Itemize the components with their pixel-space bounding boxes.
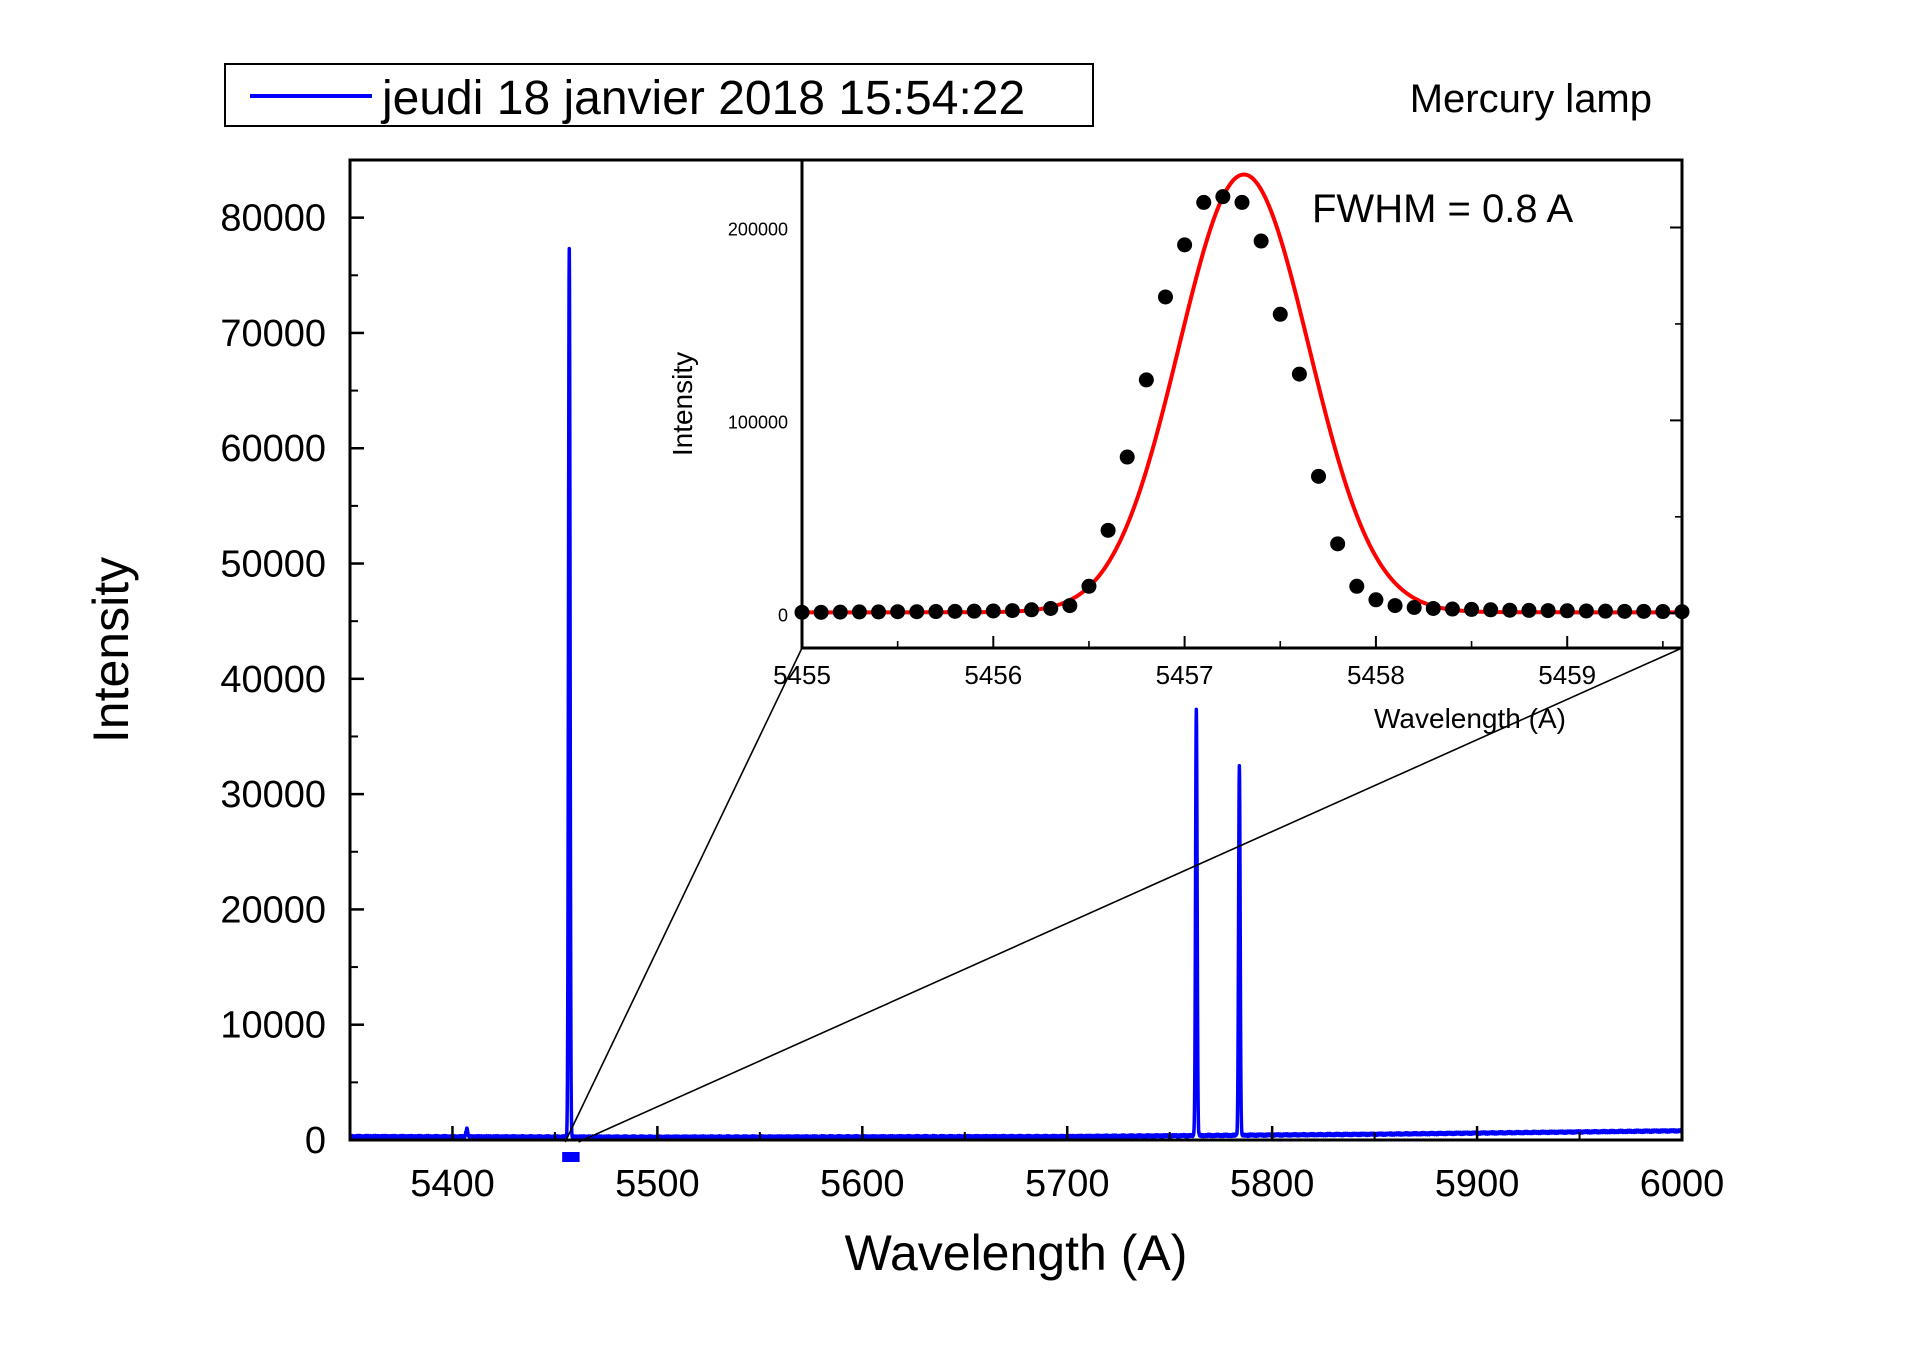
y-tick-label-10000: 10000 (220, 1005, 326, 1047)
inset-data-point (1157, 289, 1173, 305)
inset-data-point (832, 604, 848, 620)
inset-frame-border (800, 158, 1684, 650)
inset-y-tick-label-0: 0 (778, 605, 788, 625)
inset-data-point (909, 604, 925, 620)
inset-x-axis-label: Wavelength (A) (1374, 703, 1566, 734)
x-tick-label-5400: 5400 (410, 1163, 495, 1205)
inset-data-point (1215, 189, 1231, 205)
x-tick-label-5800: 5800 (1230, 1163, 1315, 1205)
y-tick-label-60000: 60000 (220, 428, 326, 470)
inset-x-tick-label-5455: 5455 (773, 660, 831, 690)
inset-x-tick-label-5457: 5457 (1156, 660, 1214, 690)
inset-data-point (1349, 578, 1365, 594)
inset-data-point (871, 604, 887, 620)
inset-data-point (1636, 603, 1652, 619)
inset-x-tick-label-5459: 5459 (1538, 660, 1596, 690)
inset-x-tick-label-5458: 5458 (1347, 660, 1405, 690)
inset-data-point (1406, 599, 1422, 615)
mercury-lamp-label: Mercury lamp (1410, 77, 1652, 121)
inset-data-point (1119, 449, 1135, 465)
inset-data-point (1483, 602, 1499, 618)
inset-data-point (1617, 603, 1633, 619)
inset-data-point (1291, 366, 1307, 382)
x-tick-label-5500: 5500 (615, 1163, 700, 1205)
spectrum-line (348, 246, 1684, 1140)
zoom-connector-left (564, 647, 803, 1143)
inset-data-point (1578, 603, 1594, 619)
inset-data-point (1311, 468, 1327, 484)
inset-data-point (1177, 237, 1193, 253)
inset-data-point (1234, 194, 1250, 210)
y-tick-label-50000: 50000 (220, 544, 326, 586)
inset-data-point (947, 603, 963, 619)
inset-data-point (1062, 598, 1078, 614)
inset-data-point (1272, 306, 1288, 322)
inset-y-axis-label: Intensity (667, 352, 698, 456)
inset-data-point (985, 603, 1001, 619)
inset-data-point (1196, 194, 1212, 210)
main-plot: 5400 5500 5600 5700 5800 5900 6000010000200003… (83, 158, 1725, 1281)
y-tick-label-70000: 70000 (220, 313, 326, 355)
y-axis-label: Intensity (83, 557, 139, 743)
inset-data-point (1100, 522, 1116, 538)
inset-data-point (966, 603, 982, 619)
legend: jeudi 18 janvier 2018 15:54:22 (224, 63, 1094, 127)
inset-plot-frame (800, 158, 1684, 650)
inset-data-point (1004, 603, 1020, 619)
inset-data-point (1464, 601, 1480, 617)
legend-label: jeudi 18 janvier 2018 15:54:22 (380, 72, 1025, 125)
inset-data-point (1081, 578, 1097, 594)
inset-data-point (1502, 602, 1518, 618)
inset-data-point (1024, 602, 1040, 618)
inset-data-point (1138, 372, 1154, 388)
x-tick-label-5900: 5900 (1435, 1163, 1520, 1205)
y-tick-label-20000: 20000 (220, 889, 326, 931)
zoom-connector-right (578, 647, 1683, 1143)
inset-y-tick-label-100000: 100000 (728, 412, 788, 432)
inset-x-tick-label-5456: 5456 (964, 660, 1022, 690)
inset-data-point (1043, 600, 1059, 616)
inset-data-point (1597, 603, 1613, 619)
inset-data-point (928, 604, 944, 620)
inset-data-point (890, 604, 906, 620)
inset-data-point (1444, 601, 1460, 617)
zoom-region-marker (562, 1152, 580, 1162)
inset-data-point (851, 604, 867, 620)
x-tick-label-5600: 5600 (820, 1163, 905, 1205)
inset-data-point (1387, 598, 1403, 614)
inset-y-tick-label-200000: 200000 (728, 220, 788, 240)
inset-data-point (1368, 592, 1384, 608)
inset-data-point (1655, 604, 1671, 620)
y-tick-label-80000: 80000 (220, 198, 326, 240)
y-tick-label-0: 0 (305, 1120, 326, 1162)
y-tick-label-30000: 30000 (220, 774, 326, 816)
inset-plot: 5455 5456 5457 5458 5459 0 100000 200000 Wavelen… (564, 158, 1690, 1143)
inset-data-point (1425, 600, 1441, 616)
x-axis-label: Wavelength (A) (845, 1225, 1188, 1281)
inset-data-point (813, 604, 829, 620)
fwhm-annotation: FWHM = 0.8 A (1312, 187, 1573, 231)
y-tick-label-40000: 40000 (220, 659, 326, 701)
inset-data-point (1559, 603, 1575, 619)
x-tick-label-6000: 6000 (1640, 1163, 1725, 1205)
inset-data-point (1330, 536, 1346, 552)
x-tick-label-5700: 5700 (1025, 1163, 1110, 1205)
inset-data-point (1540, 603, 1556, 619)
inset-data-point (1521, 602, 1537, 618)
inset-data-point (1253, 233, 1269, 249)
